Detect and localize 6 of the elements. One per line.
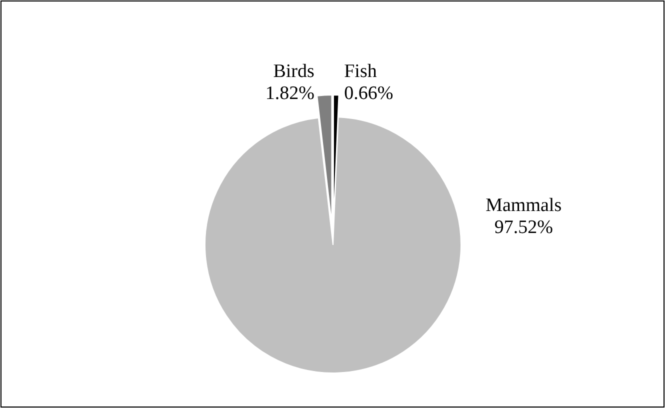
data-label: 0.66% [344,83,394,104]
slice-label: Fish [344,61,378,82]
data-label: 1.82% [265,83,315,104]
data-label: 97.52% [494,216,554,238]
slice-label: Mammals [486,194,562,216]
slice-label: Birds [273,61,314,82]
